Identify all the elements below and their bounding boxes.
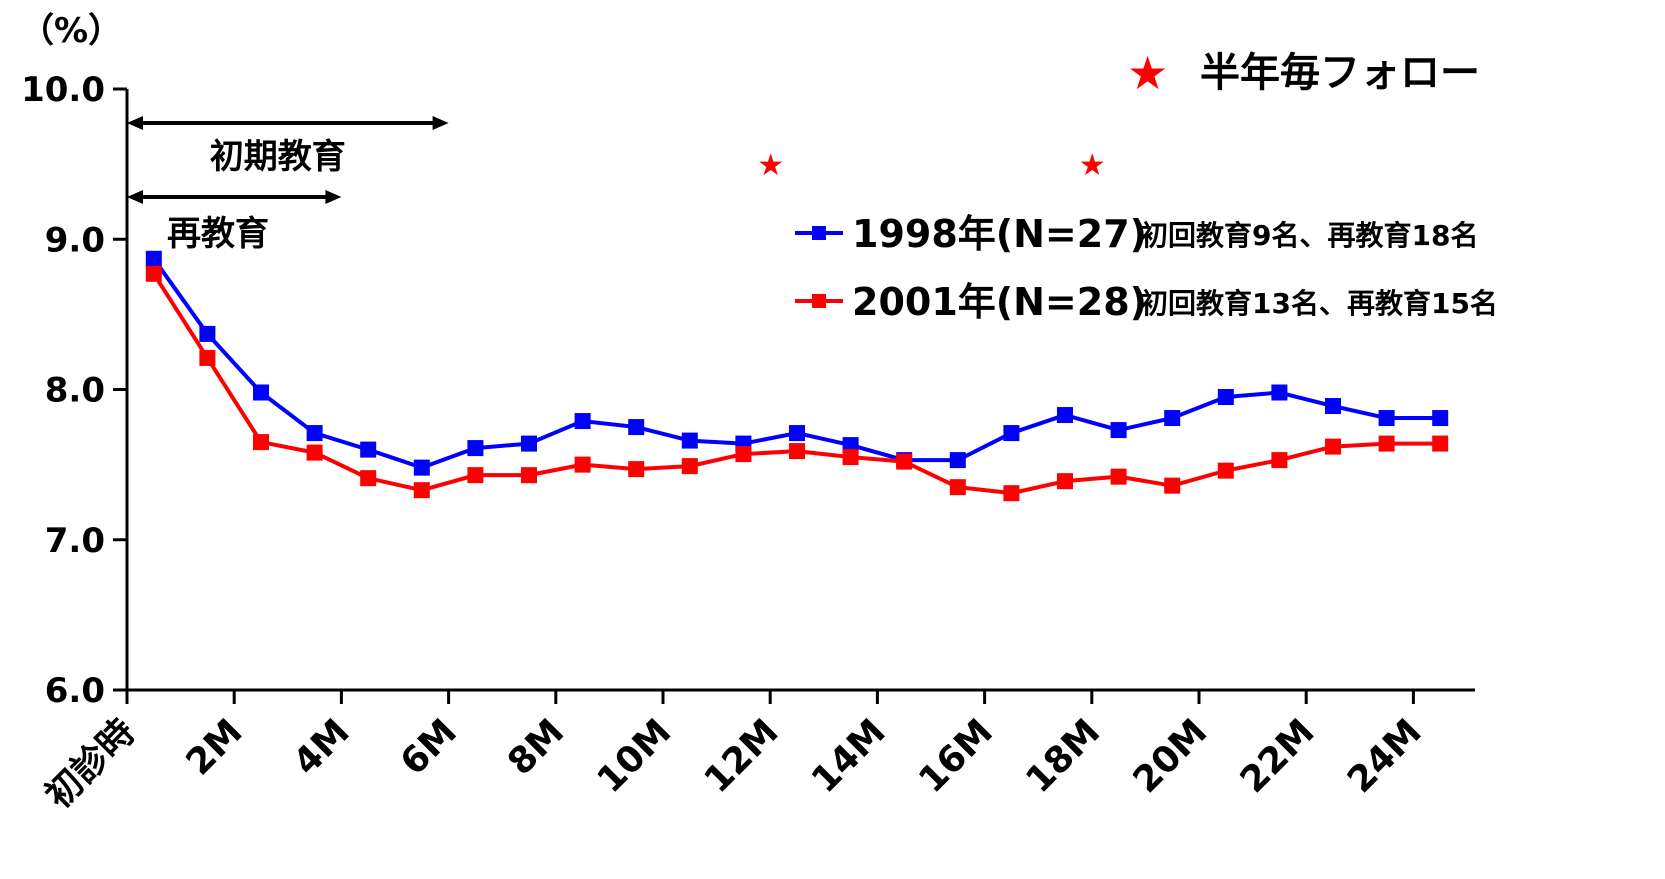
series-1-point xyxy=(253,434,269,451)
series-1-point xyxy=(145,265,162,282)
y-axis: 6.0 7.0 8.0 9.0 10.0 xyxy=(21,70,129,711)
legend-item-star: ★ 半年毎フォロー xyxy=(1127,46,1480,100)
series-0-point xyxy=(1432,410,1449,427)
series-1-point xyxy=(360,470,377,487)
series-1-point xyxy=(574,456,591,473)
re-education-arrowhead-left xyxy=(127,190,143,204)
series-0-point xyxy=(360,441,377,458)
series-1-point xyxy=(1432,435,1449,452)
series-1-point xyxy=(521,467,537,484)
x-tick-label: 18M xyxy=(1018,711,1108,801)
follow-up-star-icon: ★ xyxy=(1079,148,1106,183)
legend-item-1998: 1998年(N=27) 初回教育9名、再教育18名 xyxy=(795,212,1478,256)
series-1-point xyxy=(681,458,698,475)
x-tick-label: 4M xyxy=(286,711,358,783)
series-0-point xyxy=(253,384,269,401)
y-unit-label: （%） xyxy=(20,11,122,51)
series-0-point xyxy=(681,432,698,449)
y-tick-label: 6.0 xyxy=(45,671,105,711)
x-tick-label: 22M xyxy=(1233,711,1323,801)
series-0-point xyxy=(1271,384,1288,401)
x-tick-label: 初診時 xyxy=(38,711,143,816)
series-0-point xyxy=(1378,410,1395,427)
series-1-point xyxy=(1057,473,1073,490)
legend-marker-2001 xyxy=(812,294,826,308)
series-0-point xyxy=(145,250,162,267)
re-education-arrowhead-right xyxy=(325,190,342,204)
series-0-point xyxy=(199,325,216,342)
y-tick-label: 8.0 xyxy=(45,371,105,411)
initial-education-arrowhead-right xyxy=(432,116,449,130)
y-tick-label: 7.0 xyxy=(45,521,105,561)
legend-item-2001: 2001年(N=28) 初回教育13名、再教育15名 xyxy=(795,280,1498,324)
follow-up-stars: ★ ★ xyxy=(757,148,1106,183)
series-0-point xyxy=(1110,422,1127,439)
series-0-point xyxy=(306,425,323,442)
legend-label-1998: 1998年(N=27) xyxy=(852,212,1147,256)
series-0-point xyxy=(628,419,645,436)
re-education-label: 再教育 xyxy=(167,214,269,254)
series-1-point xyxy=(1378,435,1395,452)
legend: 1998年(N=27) 初回教育9名、再教育18名 2001年(N=28) 初回… xyxy=(795,46,1498,324)
legend-note-1998: 初回教育9名、再教育18名 xyxy=(1140,219,1478,252)
series-0-point xyxy=(1164,410,1181,427)
series-0-point xyxy=(413,459,430,476)
series-0-point xyxy=(1057,407,1073,424)
series-lines xyxy=(145,250,1449,502)
x-tick-label: 8M xyxy=(500,711,572,783)
series-0-point xyxy=(1217,389,1234,406)
legend-label-2001: 2001年(N=28) xyxy=(852,280,1147,324)
series-1-point xyxy=(1325,438,1341,455)
series-1-point xyxy=(467,467,484,484)
series-1-point xyxy=(1271,452,1288,469)
series-1-point xyxy=(1110,468,1127,485)
x-tick-label: 12M xyxy=(697,711,787,801)
series-1-point xyxy=(628,461,645,478)
series-1-point xyxy=(413,482,430,499)
initial-education-label: 初期教育 xyxy=(210,137,346,177)
series-0-point xyxy=(1325,398,1341,415)
initial-education-arrowhead-left xyxy=(127,116,143,130)
series-0-point xyxy=(842,437,859,454)
legend-note-2001: 初回教育13名、再教育15名 xyxy=(1140,287,1498,320)
x-tick-label: 14M xyxy=(804,711,894,801)
y-tick-label: 9.0 xyxy=(45,220,105,260)
x-tick-label: 24M xyxy=(1340,711,1430,801)
star-legend-label: 半年毎フォロー xyxy=(1200,50,1480,96)
x-tick-label: 20M xyxy=(1126,711,1216,801)
series-1-point xyxy=(1003,485,1020,502)
series-1-point xyxy=(199,349,216,366)
series-1-point xyxy=(1217,462,1234,479)
series-1-point xyxy=(1164,477,1181,494)
x-tick-label: 10M xyxy=(590,711,680,801)
legend-marker-1998 xyxy=(812,226,826,240)
series-1-point xyxy=(735,446,752,463)
education-annotations: 初期教育 再教育 xyxy=(127,116,449,254)
star-legend-icon: ★ xyxy=(1127,46,1168,100)
x-tick-label: 6M xyxy=(393,711,465,783)
series-0-point xyxy=(1003,425,1020,442)
series-0-point xyxy=(574,413,591,430)
series-0-point xyxy=(789,425,805,442)
series-1-point xyxy=(949,479,966,496)
series-1-point xyxy=(896,453,913,470)
series-1-point xyxy=(842,449,859,466)
series-0-point xyxy=(467,440,484,457)
x-tick-label: 16M xyxy=(911,711,1001,801)
series-1-point xyxy=(306,444,323,461)
series-0-point xyxy=(521,435,537,452)
x-axis: 初診時 2M 4M 6M 8M 10M 12M 14M 16M 18M 20M 22M 24M xyxy=(38,688,1475,817)
x-tick-label: 2M xyxy=(179,711,251,783)
series-0-point xyxy=(949,452,966,469)
y-tick-label: 10.0 xyxy=(21,70,105,110)
follow-up-star-icon: ★ xyxy=(757,148,784,183)
series-1-point xyxy=(789,443,805,460)
